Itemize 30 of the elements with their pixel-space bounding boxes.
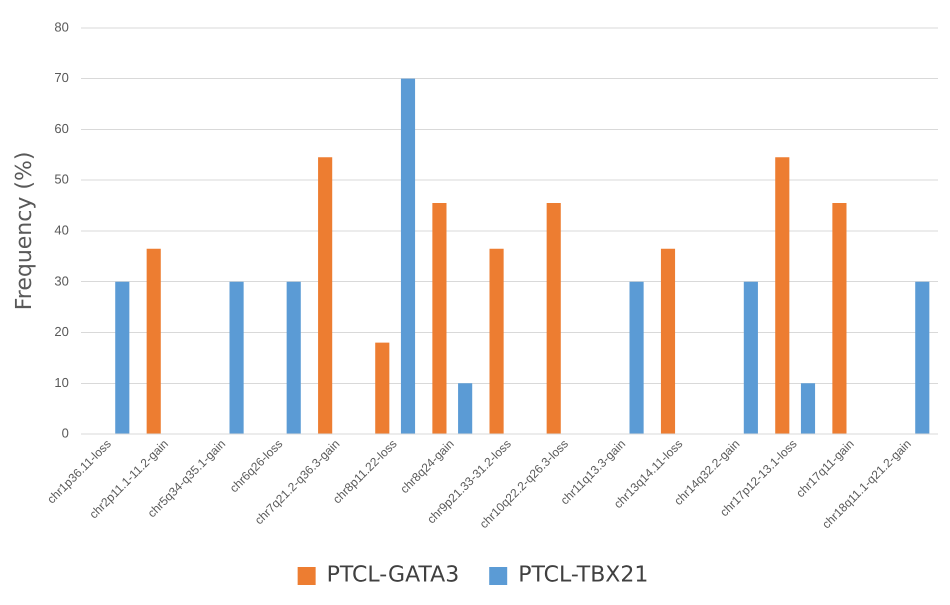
y-tick-label: 80	[54, 19, 69, 34]
bar	[915, 282, 930, 434]
y-tick-label: 10	[54, 374, 69, 390]
bar	[375, 342, 390, 434]
bar	[286, 282, 301, 434]
bar	[546, 203, 561, 434]
bar	[458, 383, 472, 434]
y-tick-label: 40	[54, 222, 69, 238]
y-tick-label: 0	[62, 426, 69, 441]
y-tick-label: 20	[54, 324, 69, 340]
bar	[115, 282, 130, 434]
legend-label: PTCL-TBX21	[518, 562, 648, 588]
bar	[490, 248, 504, 434]
y-tick-label: 60	[54, 120, 69, 136]
y-tick-label: 70	[54, 70, 69, 86]
y-tick-label: 50	[54, 172, 69, 187]
bar	[146, 248, 161, 434]
y-axis-title: Frequency (%)	[12, 152, 37, 310]
y-tick-label: 30	[54, 273, 69, 288]
bar	[744, 282, 758, 434]
legend-label: PTCL-GATA3	[326, 562, 460, 588]
bar	[432, 203, 446, 434]
bar	[800, 383, 816, 434]
bar	[318, 157, 332, 434]
bar	[660, 248, 676, 434]
bar	[775, 157, 790, 434]
bar	[400, 78, 416, 434]
bar	[832, 203, 846, 434]
bar	[630, 282, 644, 434]
bar	[230, 282, 244, 434]
